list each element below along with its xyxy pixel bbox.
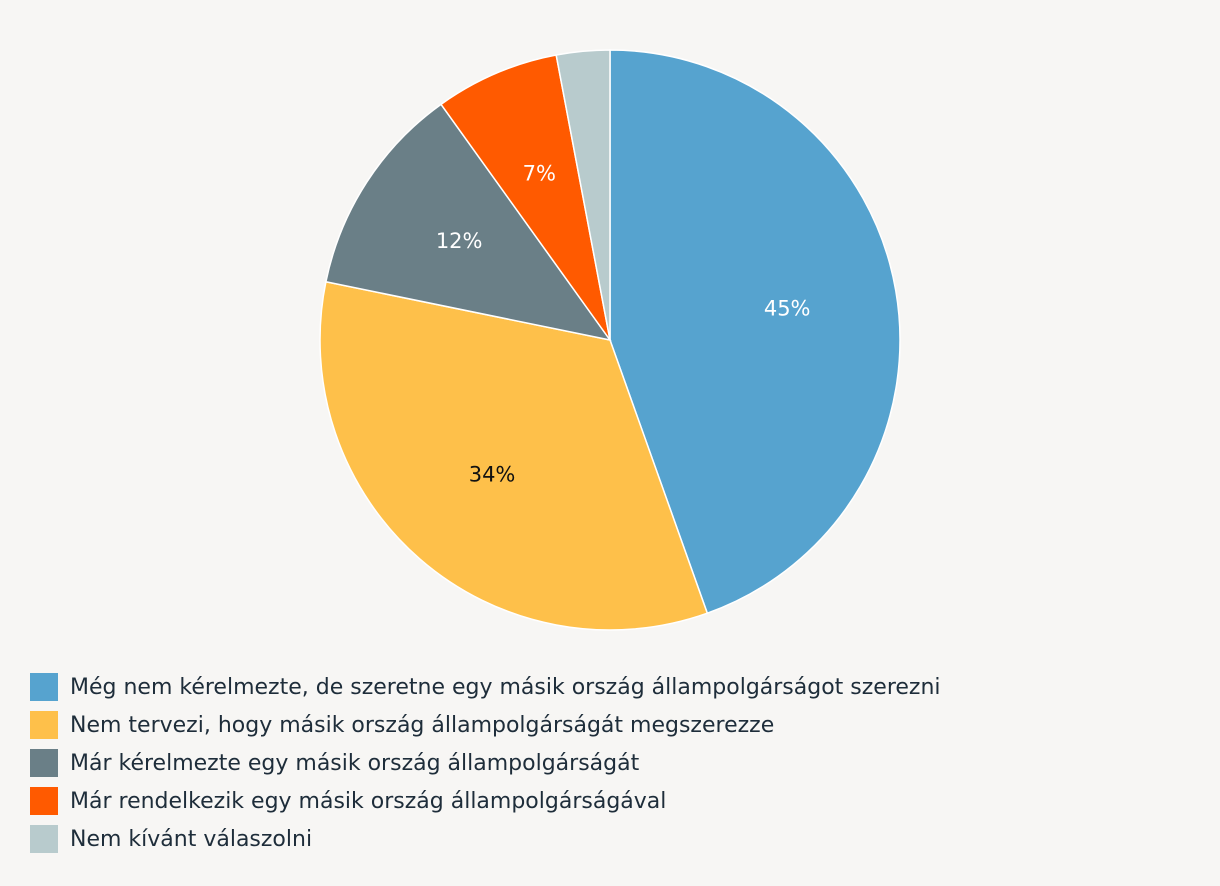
legend-label: Már rendelkezik egy másik ország állampo… <box>70 788 667 814</box>
pie-slice-labels: 45% 34% 12% 7% <box>436 162 811 487</box>
legend-item: Már kérelmezte egy másik ország állampol… <box>30 744 941 782</box>
legend-swatch <box>30 673 58 701</box>
legend-swatch <box>30 749 58 777</box>
pie-slices <box>319 49 901 631</box>
pie-slice-label-1: 34% <box>469 463 516 487</box>
pie-chart: 45% 34% 12% 7% <box>319 49 901 631</box>
pie-slice-1 <box>319 280 709 631</box>
legend-label: Nem kívánt válaszolni <box>70 826 313 852</box>
pie-slice-4 <box>555 49 611 341</box>
pie-slice-2 <box>325 103 612 342</box>
legend-item: Nem tervezi, hogy másik ország állampolg… <box>30 706 941 744</box>
legend-item: Nem kívánt válaszolni <box>30 820 941 858</box>
legend-label: Még nem kérelmezte, de szeretne egy mási… <box>70 674 941 700</box>
legend-item: Még nem kérelmezte, de szeretne egy mási… <box>30 668 941 706</box>
chart-legend: Még nem kérelmezte, de szeretne egy mási… <box>30 668 941 858</box>
legend-swatch <box>30 711 58 739</box>
legend-label: Nem tervezi, hogy másik ország állampolg… <box>70 712 775 738</box>
pie-slice-0 <box>609 49 901 615</box>
legend-label: Már kérelmezte egy másik ország állampol… <box>70 750 640 776</box>
pie-slice-label-0: 45% <box>764 296 811 320</box>
pie-slice-3 <box>439 54 611 341</box>
pie-slice-label-3: 7% <box>523 162 556 186</box>
pie-slice-label-2: 12% <box>436 229 483 253</box>
legend-item: Már rendelkezik egy másik ország állampo… <box>30 782 941 820</box>
legend-swatch <box>30 787 58 815</box>
legend-swatch <box>30 825 58 853</box>
